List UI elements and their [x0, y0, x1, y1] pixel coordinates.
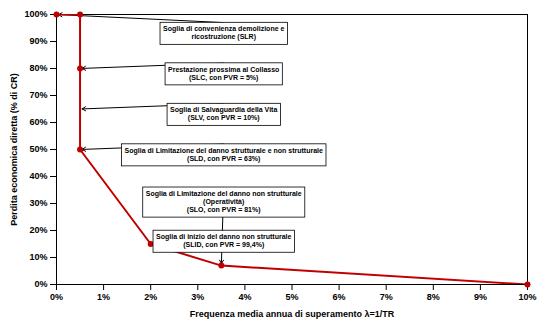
svg-text:9%: 9%	[474, 292, 487, 302]
svg-text:Frequenza media annua di super: Frequenza media annua di superamento λ=1…	[190, 309, 395, 319]
svg-text:Soglia di Salvaguardia della V: Soglia di Salvaguardia della Vita(SLV, c…	[170, 106, 277, 122]
svg-text:80%: 80%	[29, 63, 47, 73]
svg-text:Perdita economica diretta (% d: Perdita economica diretta (% di CR)	[9, 73, 19, 226]
svg-text:70%: 70%	[29, 90, 47, 100]
svg-text:Soglia di Limitazione del dann: Soglia di Limitazione del danno non stru…	[146, 190, 302, 214]
svg-text:0%: 0%	[50, 292, 63, 302]
svg-text:50%: 50%	[29, 144, 47, 154]
svg-text:30%: 30%	[29, 198, 47, 208]
svg-text:3%: 3%	[191, 292, 204, 302]
svg-text:7%: 7%	[380, 292, 393, 302]
svg-text:40%: 40%	[29, 171, 47, 181]
svg-text:1%: 1%	[97, 292, 110, 302]
svg-text:90%: 90%	[29, 36, 47, 46]
svg-text:100%: 100%	[24, 9, 47, 19]
svg-text:4%: 4%	[238, 292, 251, 302]
svg-text:Prestazione prossima al Collas: Prestazione prossima al Collasso(SLC, co…	[168, 66, 279, 82]
svg-text:Soglia di Limitazione del dann: Soglia di Limitazione del danno struttur…	[125, 147, 323, 163]
svg-text:10%: 10%	[29, 252, 47, 262]
svg-text:6%: 6%	[333, 292, 346, 302]
svg-text:10%: 10%	[518, 292, 536, 302]
svg-text:0%: 0%	[34, 279, 47, 289]
svg-text:2%: 2%	[144, 292, 157, 302]
svg-text:5%: 5%	[285, 292, 298, 302]
svg-text:60%: 60%	[29, 117, 47, 127]
svg-text:8%: 8%	[427, 292, 440, 302]
svg-text:Soglia di convenienza demolizi: Soglia di convenienza demolizione ericos…	[163, 25, 284, 41]
svg-text:20%: 20%	[29, 225, 47, 235]
svg-text:Soglia di inizio del danno non: Soglia di inizio del danno non struttura…	[156, 233, 291, 249]
